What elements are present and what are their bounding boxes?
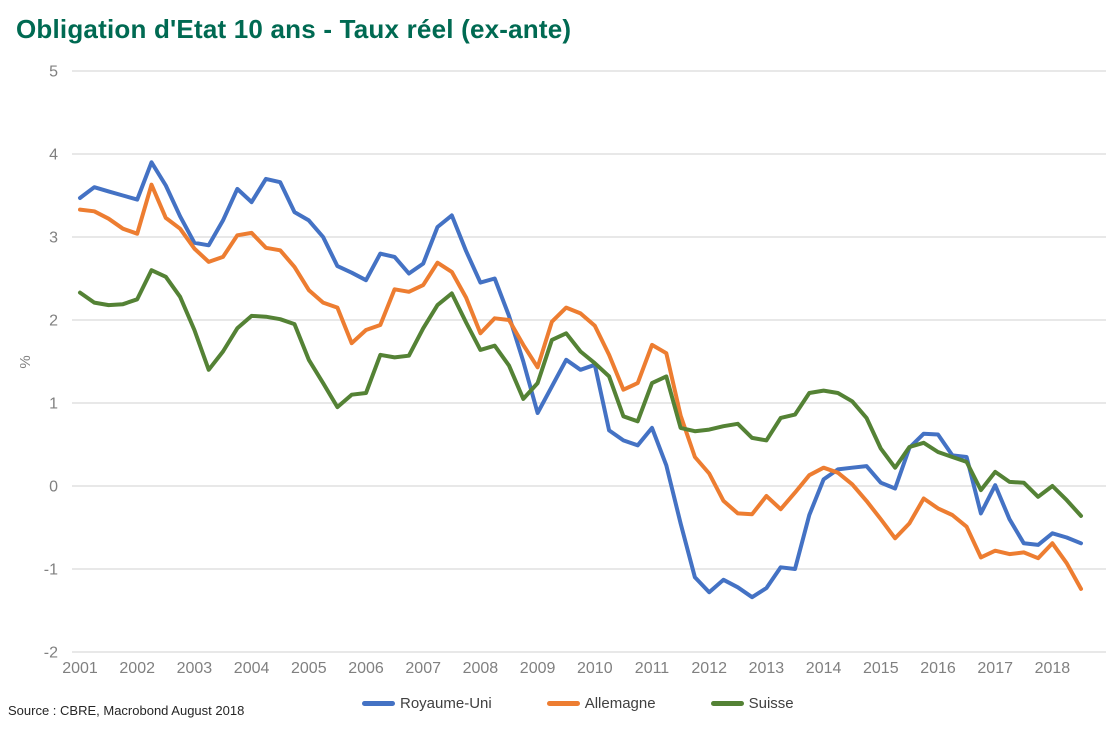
series-line-allemagne (78, 182, 1083, 591)
y-axis-label: % (17, 355, 34, 368)
legend-item-label: Allemagne (584, 695, 656, 712)
x-tick-label: 2014 (806, 660, 842, 677)
legend-item-suisse: Suisse (710, 695, 794, 712)
x-tick-label: 2008 (463, 660, 499, 677)
x-tick-label: 2004 (234, 660, 270, 677)
chart-title: Obligation d'Etat 10 ans - Taux réel (ex… (16, 14, 572, 44)
legend-item-label: Royaume-Uni (400, 695, 492, 712)
series-line-suisse (78, 268, 1083, 518)
x-tick-label: 2011 (635, 660, 670, 677)
legend-swatch (362, 701, 395, 706)
legend-item-label: Suisse (748, 695, 794, 712)
y-tick-label: 2 (49, 313, 58, 330)
x-tick-label: 2009 (520, 660, 556, 677)
y-tick-label: 0 (49, 479, 58, 496)
legend-item-royaume-uni: Royaume-Uni (362, 695, 492, 712)
x-tick-label: 2007 (405, 660, 441, 677)
series-line-royaume-uni (78, 160, 1083, 600)
x-tick-label: 2003 (177, 660, 213, 677)
y-tick-label: -1 (44, 562, 58, 579)
x-tick-label: 2006 (348, 660, 384, 677)
y-tick-label: 5 (49, 64, 58, 81)
legend-item-allemagne: Allemagne (546, 695, 656, 712)
chart-legend: Royaume-Uni Allemagne Suisse (362, 695, 794, 712)
x-tick-label: 2013 (749, 660, 785, 677)
x-tick-label: 2015 (863, 660, 899, 677)
x-tick-label: 2018 (1035, 660, 1071, 677)
x-tick-label: 2002 (119, 660, 155, 677)
x-tick-label: 2012 (691, 660, 727, 677)
x-tick-label: 2010 (577, 660, 613, 677)
x-tick-label: 2005 (291, 660, 327, 677)
source-note: Source : CBRE, Macrobond August 2018 (8, 703, 245, 718)
y-tick-label: 1 (49, 396, 58, 413)
y-tick-label: -2 (44, 645, 58, 662)
y-tick-label: 3 (49, 230, 58, 247)
legend-swatch (710, 701, 744, 706)
x-tick-label: 2001 (62, 660, 98, 677)
x-tick-label: 2017 (977, 660, 1013, 677)
x-tick-label: 2016 (920, 660, 956, 677)
y-tick-label: 4 (49, 147, 58, 164)
legend-swatch (546, 701, 580, 706)
